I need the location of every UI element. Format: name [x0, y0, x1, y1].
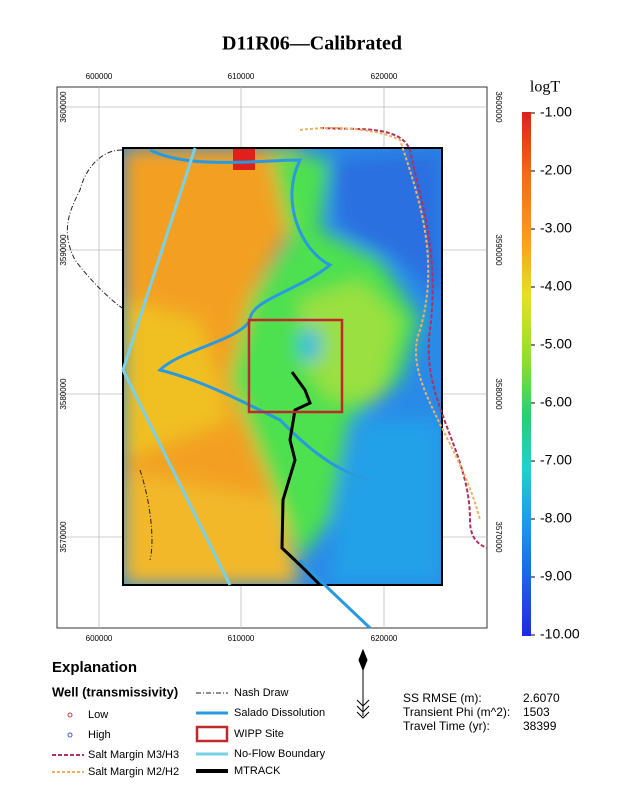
y-tick-label: 3590000	[494, 234, 503, 266]
y-tick-label: 3580000	[494, 378, 503, 410]
title: D11R06—Calibrated	[222, 33, 402, 55]
colorbar-tick-label: -8.00	[540, 510, 572, 526]
salt-margin-m3	[319, 127, 488, 549]
nash-draw	[66, 149, 153, 561]
legend-label: Low	[88, 709, 108, 721]
colorbar-tick-label: -6.00	[540, 394, 572, 410]
legend-subheading: Well (transmissivity)	[52, 684, 178, 699]
y-tick-label: 3570000	[59, 521, 68, 553]
y-tick-label: 3600000	[59, 91, 68, 123]
legend-label: MTRACK	[234, 765, 281, 777]
legend-label: Salt Margin M3/H3	[88, 749, 179, 761]
x-tick-label: 620000	[371, 72, 398, 81]
stat-value: 1503	[523, 705, 550, 719]
legend-label: Nash Draw	[234, 687, 288, 699]
colorbar-tick-label: -1.00	[540, 104, 572, 120]
legend-label: Salt Margin M2/H2	[88, 766, 179, 778]
wipp-site	[247, 318, 344, 414]
colorbar-tick-label: -3.00	[540, 220, 572, 236]
legend-label: WIPP Site	[234, 728, 284, 740]
stat-value: 38399	[523, 719, 557, 733]
stat-value: 2.6070	[523, 691, 560, 705]
legend-heading: Explanation	[52, 659, 137, 676]
colorbar-label: logT	[530, 79, 560, 96]
mtrack	[280, 371, 322, 587]
legend-label: No-Flow Boundary	[234, 748, 326, 760]
north-arrow	[356, 648, 370, 719]
x-tick-label: 610000	[228, 72, 255, 81]
x-tick-label: 600000	[86, 634, 113, 643]
high-symbol	[67, 732, 73, 738]
x-tick-label: 610000	[228, 634, 255, 643]
y-tick-label: 3590000	[59, 234, 68, 266]
colorbar-tick-label: -10.00	[540, 626, 580, 642]
no-flow-boundary	[121, 147, 232, 586]
colorbar-tick-label: -9.00	[540, 568, 572, 584]
legend-symbol	[195, 725, 229, 743]
legend-label: High	[88, 729, 111, 741]
salt-margin-m2	[299, 127, 481, 521]
salado-dissolution	[298, 558, 372, 630]
y-tick-label: 3580000	[59, 378, 68, 410]
stat-label: SS RMSE (m):	[403, 691, 482, 705]
low-symbol	[67, 712, 73, 718]
colorbar-tick-label: -4.00	[540, 278, 572, 294]
legend-label: Salado Dissolution	[234, 707, 325, 719]
x-tick-label: 620000	[371, 634, 398, 643]
stat-label: Travel Time (yr):	[403, 719, 490, 733]
colorbar-tick-label: -5.00	[540, 336, 572, 352]
y-tick-label: 3600000	[494, 91, 503, 123]
colorbar-tick-label: -7.00	[540, 452, 572, 468]
y-tick-label: 3570000	[494, 521, 503, 553]
colorbar-tick-label: -2.00	[540, 162, 572, 178]
x-tick-label: 600000	[86, 72, 113, 81]
stat-label: Transient Phi (m^2):	[403, 705, 510, 719]
colorbar	[522, 112, 531, 636]
